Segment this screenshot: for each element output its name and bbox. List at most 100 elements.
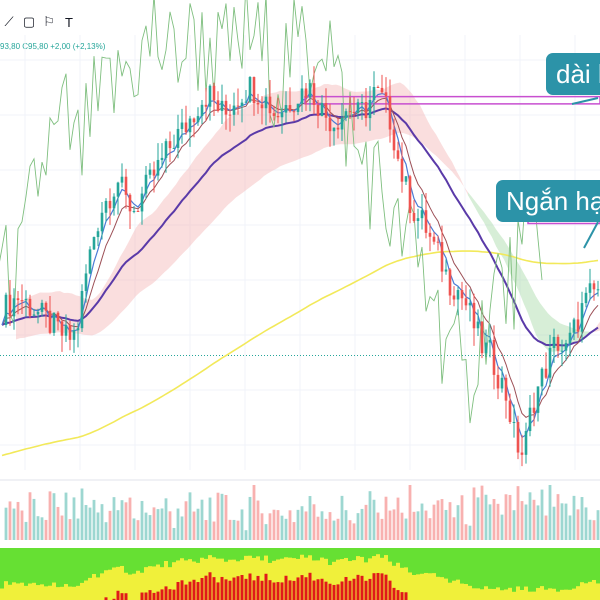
osc-red-bar (172, 589, 176, 600)
osc-yellow-bar (516, 586, 520, 600)
osc-yellow-bar (108, 569, 112, 600)
volume-bar (488, 504, 492, 540)
candle-body (100, 212, 104, 232)
comment-icon[interactable]: ⚐ (43, 14, 55, 29)
cloud-segment (180, 173, 184, 257)
osc-yellow-bar (408, 572, 412, 600)
cloud-segment (548, 313, 552, 352)
volume-bar (40, 517, 44, 540)
volume-bar (572, 495, 576, 540)
osc-red-bar (336, 584, 340, 600)
volume-bar (380, 518, 384, 540)
osc-yellow-bar (324, 558, 328, 600)
lagging-span-line (0, 0, 543, 424)
candle-body (512, 421, 516, 423)
cloud-segment (520, 266, 524, 305)
candle-body (244, 101, 248, 103)
osc-yellow-bar (68, 586, 72, 600)
candle-body (292, 111, 296, 113)
candle-body (396, 150, 400, 159)
osc-yellow-bar (464, 583, 468, 600)
candle-body (540, 368, 544, 387)
trend-line-icon[interactable]: ⟋ (4, 14, 14, 29)
candle-body (272, 113, 276, 116)
cloud-segment (252, 101, 256, 186)
cloud-segment (496, 229, 500, 254)
osc-red-bar (164, 586, 168, 600)
candle-body (280, 112, 284, 118)
cloud-segment (472, 197, 476, 210)
volume-bar (8, 501, 12, 540)
candle-body (212, 85, 216, 101)
osc-green-bar (460, 548, 464, 600)
osc-yellow-bar (328, 565, 332, 600)
cloud-segment (260, 95, 264, 180)
volume-bar (152, 507, 156, 540)
volume-bar (416, 511, 420, 540)
osc-green-bar (468, 548, 472, 600)
candle-body (592, 283, 596, 290)
osc-red-bar (340, 581, 344, 600)
osc-red-bar (332, 584, 336, 600)
candle-body (248, 77, 252, 102)
osc-yellow-bar (140, 572, 144, 600)
candle-body (228, 114, 232, 116)
candle-body (468, 302, 472, 306)
volume-bar (72, 497, 76, 540)
volume-bar (24, 521, 28, 540)
volume-bar (388, 510, 392, 540)
volume-bar (496, 503, 500, 540)
candle-body (372, 86, 376, 101)
osc-yellow-bar (348, 561, 352, 600)
osc-yellow-bar (4, 581, 8, 600)
candle-body (24, 298, 28, 301)
rectangle-icon[interactable]: ▢ (22, 14, 36, 29)
osc-red-bar (260, 580, 264, 600)
osc-red-bar (156, 591, 160, 600)
osc-yellow-bar (116, 566, 120, 600)
osc-green-bar (72, 548, 76, 600)
osc-yellow-bar (184, 560, 188, 600)
volume-bar (580, 497, 584, 540)
candle-body (36, 311, 40, 315)
osc-red-bar (220, 576, 224, 600)
volume-bar (228, 519, 232, 540)
volume-bar (188, 492, 192, 540)
text-icon[interactable]: T (65, 14, 73, 30)
osc-yellow-bar (156, 564, 160, 600)
volume-bar (140, 500, 144, 540)
cloud-segment (304, 90, 308, 158)
volume-bar (132, 518, 136, 540)
volume-bar (264, 524, 268, 540)
osc-green-bar (52, 548, 56, 600)
volume-bar (64, 492, 68, 540)
osc-green-bar (532, 548, 536, 600)
cloud-segment (396, 82, 400, 134)
volume-bar (532, 499, 536, 540)
candle-body (104, 200, 108, 213)
osc-yellow-bar (520, 589, 524, 600)
volume-bar (352, 523, 356, 540)
osc-green-bar (40, 548, 44, 600)
cloud-segment (248, 104, 252, 189)
volume-bar (460, 495, 464, 540)
volume-bar (584, 507, 588, 540)
cloud-segment (92, 297, 96, 336)
volume-bar (368, 491, 372, 540)
osc-green-bar (96, 548, 100, 600)
volume-bar (344, 510, 348, 540)
volume-bar (104, 522, 108, 540)
osc-red-bar (400, 592, 404, 600)
volume-bar (516, 486, 520, 540)
osc-yellow-bar (120, 565, 124, 600)
cloud-segment (188, 162, 192, 249)
osc-yellow-bar (124, 572, 128, 600)
candle-body (576, 319, 580, 332)
osc-red-bar (300, 575, 304, 600)
candle-body (160, 157, 164, 160)
candle-body (188, 118, 192, 133)
volume-bar (68, 519, 72, 540)
candle-body (288, 105, 292, 112)
cloud-segment (208, 138, 212, 227)
